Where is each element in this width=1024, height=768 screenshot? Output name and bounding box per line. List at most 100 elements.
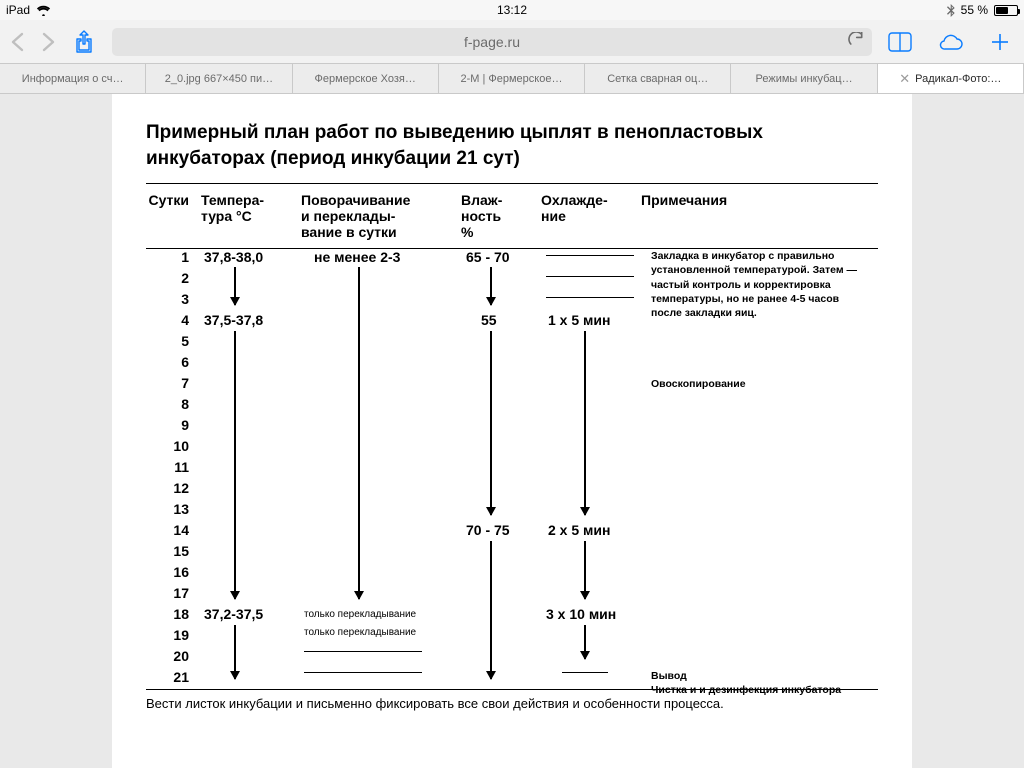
day-cell: 19 [146, 627, 201, 648]
arrow-cool-14-17 [584, 541, 586, 599]
new-tab-button[interactable] [986, 32, 1014, 52]
arrow-temp-1-3 [234, 267, 236, 305]
device-label: iPad [6, 3, 30, 17]
tab-label: 2_0.jpg 667×450 пи… [165, 73, 273, 85]
th-temp: Темпера- тура °С [201, 192, 301, 240]
day-cell: 3 [146, 291, 201, 312]
dash-turn-21 [304, 672, 422, 673]
day-cell: 2 [146, 270, 201, 291]
tab-label: Режимы инкубац… [755, 73, 852, 85]
day-cell: 18 [146, 606, 201, 627]
day-cell: 14 [146, 522, 201, 543]
toolbar-right [886, 32, 1014, 52]
th-note: Примечания [641, 192, 878, 240]
cool-r4: 1 х 5 мин [548, 312, 610, 328]
day-cell: 11 [146, 459, 201, 480]
battery-level [996, 7, 1008, 14]
dash-turn-20 [304, 651, 422, 652]
temp-r1: 37,8-38,0 [204, 249, 263, 265]
arrow-hum-4-13 [490, 331, 492, 515]
temp-r4: 37,5-37,8 [204, 312, 263, 328]
tab-label: 2-М | Фермерское… [460, 73, 562, 85]
status-left: iPad [6, 3, 206, 17]
table-body: 123456789101112131415161718192021 37,8-3… [146, 249, 878, 689]
status-time: 13:12 [206, 3, 818, 17]
bluetooth-icon [947, 4, 955, 17]
tab[interactable]: 2_0.jpg 667×450 пи… [146, 64, 292, 93]
day-cell: 15 [146, 543, 201, 564]
note-r21: Вывод Чистка и и дезинфекция инкубатора [651, 669, 871, 697]
dash-cool-1 [546, 255, 634, 256]
day-cell: 4 [146, 312, 201, 333]
tab-label: Радикал-Фото:… [915, 73, 1001, 85]
status-right: 55 % [818, 3, 1018, 17]
cool-r14: 2 х 5 мин [548, 522, 610, 538]
day-cell: 21 [146, 669, 201, 690]
hum-r14: 70 - 75 [466, 522, 510, 538]
arrow-temp-4-17 [234, 331, 236, 599]
nav-arrows [10, 32, 56, 52]
tab-strip: Информация о сч… 2_0.jpg 667×450 пи… Ферме… [0, 64, 1024, 94]
ipad-status-bar: iPad 13:12 55 % [0, 0, 1024, 20]
page-viewport: Примерный план работ по выведению цыплят… [0, 94, 1024, 768]
arrow-cool-4-13 [584, 331, 586, 515]
tab[interactable]: Информация о сч… [0, 64, 146, 93]
tab[interactable]: Фермерское Хозя… [293, 64, 439, 93]
tab[interactable]: 2-М | Фермерское… [439, 64, 585, 93]
tab-label: Фермерское Хозя… [315, 73, 416, 85]
tab[interactable]: Режимы инкубац… [731, 64, 877, 93]
arrow-hum-1-3 [490, 267, 492, 305]
back-button[interactable] [10, 32, 24, 52]
table-header-row: Сутки Темпера- тура °С Поворачивание и п… [146, 184, 878, 248]
share-button[interactable] [70, 30, 98, 54]
safari-toolbar: f-page.ru [0, 20, 1024, 64]
dash-cool-3 [546, 297, 634, 298]
battery-icon [994, 5, 1018, 16]
cloud-button[interactable] [936, 32, 964, 52]
turn-r19: только перекладывание [304, 627, 416, 638]
wifi-icon [36, 5, 51, 16]
hum-r1: 65 - 70 [466, 249, 510, 265]
day-cell: 17 [146, 585, 201, 606]
day-cell: 16 [146, 564, 201, 585]
note-r1: Закладка в инкубатор с правильно установ… [651, 249, 871, 320]
url-field[interactable]: f-page.ru [112, 28, 872, 56]
dash-cool-2 [546, 276, 634, 277]
url-text: f-page.ru [464, 34, 520, 50]
arrow-turn-1-17 [358, 267, 360, 599]
day-cell: 12 [146, 480, 201, 501]
turn-r18: только перекладывание [304, 609, 416, 620]
forward-button[interactable] [42, 32, 56, 52]
arrow-temp-18-21 [234, 625, 236, 679]
tab-label: Информация о сч… [22, 73, 124, 85]
tab-label: Сетка сварная оц… [607, 73, 708, 85]
reload-button[interactable] [848, 32, 864, 51]
day-cell: 8 [146, 396, 201, 417]
arrow-cool-18-20 [584, 625, 586, 659]
day-cell: 20 [146, 648, 201, 669]
day-cell: 13 [146, 501, 201, 522]
arrow-hum-14-21 [490, 541, 492, 679]
tab[interactable]: ✕ Радикал-Фото:… [878, 64, 1024, 93]
cool-r18: 3 х 10 мин [546, 606, 616, 622]
day-cell: 7 [146, 375, 201, 396]
th-turn: Поворачивание и переклады- вание в сутки [301, 192, 461, 240]
day-cell: 9 [146, 417, 201, 438]
tab[interactable]: Сетка сварная оц… [585, 64, 731, 93]
bookmarks-button[interactable] [886, 32, 914, 52]
day-cell: 10 [146, 438, 201, 459]
turn-r1: не менее 2-3 [314, 249, 400, 265]
close-tab-icon[interactable]: ✕ [899, 72, 910, 85]
temp-r18: 37,2-37,5 [204, 606, 263, 622]
th-hum: Влаж- ность % [461, 192, 541, 240]
note-r7: Овоскопирование [651, 377, 746, 391]
day-cell: 1 [146, 249, 201, 270]
day-cell: 6 [146, 354, 201, 375]
dash-cool-21 [562, 672, 608, 673]
th-day: Сутки [146, 192, 201, 240]
day-cell: 5 [146, 333, 201, 354]
th-cool: Охлажде- ние [541, 192, 641, 240]
hum-r4: 55 [481, 312, 497, 328]
document-sheet: Примерный план работ по выведению цыплят… [112, 94, 912, 768]
days-column: 123456789101112131415161718192021 [146, 249, 201, 690]
